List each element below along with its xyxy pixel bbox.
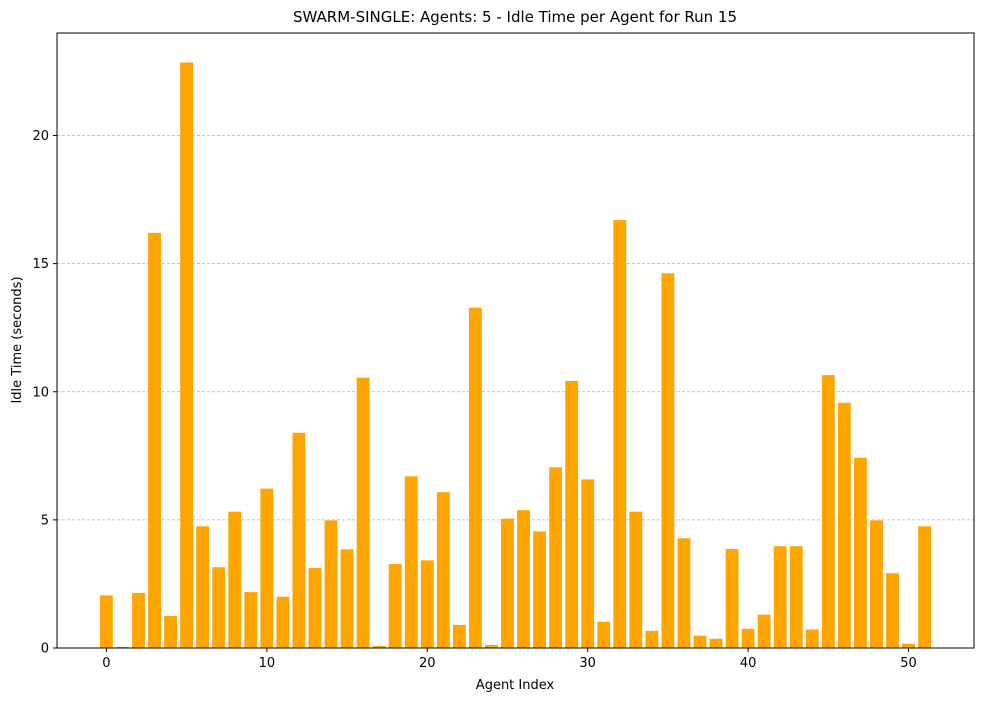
bar [164,615,177,648]
x-tick-label: 30 [579,656,596,671]
bar [918,526,932,648]
bar [789,546,803,648]
bar [292,432,306,648]
bar [629,511,643,648]
x-tick-label: 10 [259,656,276,671]
y-tick-label: 5 [41,513,49,528]
bar [148,232,161,648]
x-tick-label: 20 [419,656,436,671]
bar [468,307,482,648]
bar [356,377,370,648]
bar [485,644,498,648]
bar [116,646,129,648]
bar [308,568,322,648]
x-axis-ticks: 0 10 20 30 40 50 [102,648,917,671]
bar [693,635,707,648]
plot-frame [56,32,975,649]
y-axis-label: Idle Time (seconds) [10,276,25,403]
bar [677,538,691,648]
bar [340,549,354,648]
y-tick-label: 20 [32,129,49,144]
bar [870,520,883,648]
bar [613,220,627,648]
bar [388,563,402,648]
bar [533,531,546,648]
bar [757,614,771,648]
bar [854,457,867,648]
bar [99,595,113,648]
bar [372,645,386,648]
x-tick-label: 0 [102,656,110,671]
bar [741,628,755,648]
bar [549,467,563,648]
bar [565,380,579,648]
bar [501,518,514,648]
bar [228,511,242,648]
bar [436,492,450,648]
x-tick-label: 40 [740,656,757,671]
bar [773,546,787,648]
bar [709,638,723,648]
bar [324,520,338,648]
bar [132,592,145,648]
bar [581,479,595,648]
bar [902,643,915,648]
bar [597,621,611,648]
bar [404,476,418,648]
y-tick-label: 0 [41,642,49,657]
bar [725,549,739,648]
chart-title: SWARM-SINGLE: Agents: 5 - Idle Time per … [293,8,737,26]
bars-group [99,62,932,648]
y-tick-label: 15 [32,257,49,272]
bar [276,596,290,648]
bar [805,629,819,648]
x-axis-label: Agent Index [476,678,555,693]
y-axis-ticks: 0 5 10 15 20 [32,129,57,657]
bar [260,488,274,648]
bar [180,62,194,648]
y-tick-label: 10 [32,385,49,400]
y-gridlines [57,135,974,521]
bar [837,402,851,648]
bar [886,573,899,648]
bar [244,592,258,648]
bar [821,375,835,648]
bar [452,624,466,648]
bar [212,567,226,648]
bar [420,560,434,648]
bar [645,630,659,648]
bar [661,273,675,648]
bar [517,510,530,648]
bar [196,526,210,648]
x-tick-label: 50 [900,656,917,671]
